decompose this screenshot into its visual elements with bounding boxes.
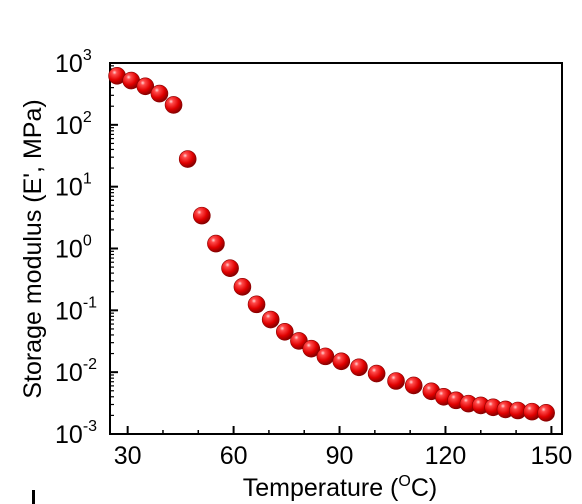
x-tick-label: 150 bbox=[531, 442, 573, 470]
y-tick-base: 10 bbox=[55, 236, 83, 264]
data-point bbox=[136, 77, 155, 96]
y-tick-base: 10 bbox=[55, 50, 83, 78]
y-tick-base: 10 bbox=[55, 421, 83, 449]
y-tick-exponent: 2 bbox=[83, 109, 92, 126]
y-tick-base: 10 bbox=[55, 112, 83, 140]
data-point bbox=[332, 352, 351, 371]
minor-ticks bbox=[110, 65, 517, 434]
data-point bbox=[275, 322, 294, 341]
y-tick-label: 102 bbox=[55, 109, 92, 140]
x-axis-title: Temperature (OC) bbox=[243, 473, 437, 502]
y-tick-label: 10-3 bbox=[55, 418, 97, 449]
y-tick-label: 101 bbox=[55, 171, 92, 202]
y-tick-exponent: 1 bbox=[83, 171, 92, 188]
data-point bbox=[404, 376, 423, 395]
data-point bbox=[150, 84, 169, 103]
x-tick-label: 60 bbox=[220, 442, 248, 470]
x-axis-unit-main: C bbox=[411, 474, 429, 502]
data-point bbox=[178, 150, 197, 168]
data-point bbox=[367, 364, 386, 383]
y-tick-exponent: 0 bbox=[83, 233, 92, 250]
data-point bbox=[193, 206, 211, 225]
data-point bbox=[207, 234, 225, 253]
y-tick-base: 10 bbox=[55, 174, 83, 202]
data-points bbox=[108, 67, 555, 422]
data-point bbox=[350, 358, 368, 377]
y-tick-base: 10 bbox=[55, 359, 83, 387]
plot-frame bbox=[109, 62, 563, 435]
data-point bbox=[164, 96, 183, 114]
data-point bbox=[387, 372, 405, 390]
data-point bbox=[233, 278, 252, 296]
y-tick-exponent: 3 bbox=[83, 47, 92, 64]
y-tick-exponent: -2 bbox=[83, 356, 97, 373]
y-axis-title: Storage modulus (E', MPa) bbox=[19, 99, 47, 398]
x-axis-unit-sup: O bbox=[398, 473, 410, 490]
data-point bbox=[221, 259, 239, 278]
y-tick-label: 103 bbox=[55, 47, 92, 78]
x-axis-title-text: Temperature bbox=[243, 474, 383, 502]
y-tick-label: 100 bbox=[55, 233, 92, 264]
major-ticks bbox=[110, 62, 553, 435]
y-tick-base: 10 bbox=[55, 297, 83, 325]
y-tick-exponent: -3 bbox=[83, 418, 97, 435]
corner-mark bbox=[32, 490, 35, 504]
data-point bbox=[316, 347, 335, 366]
y-tick-label: 10-2 bbox=[55, 356, 97, 387]
data-point bbox=[247, 295, 266, 314]
x-tick-label: 30 bbox=[114, 442, 142, 470]
y-tick-label: 10-1 bbox=[55, 294, 97, 325]
x-tick-label: 120 bbox=[425, 442, 467, 470]
data-point bbox=[261, 310, 280, 329]
x-axis-unit-open: ( bbox=[383, 474, 399, 502]
x-tick-label: 90 bbox=[326, 442, 354, 470]
x-axis-unit-close: ) bbox=[429, 474, 437, 502]
data-point bbox=[537, 404, 555, 422]
data-point bbox=[302, 339, 321, 358]
y-tick-exponent: -1 bbox=[83, 294, 97, 311]
x-tick-labels: 30 60 90 120 150 bbox=[114, 442, 573, 470]
